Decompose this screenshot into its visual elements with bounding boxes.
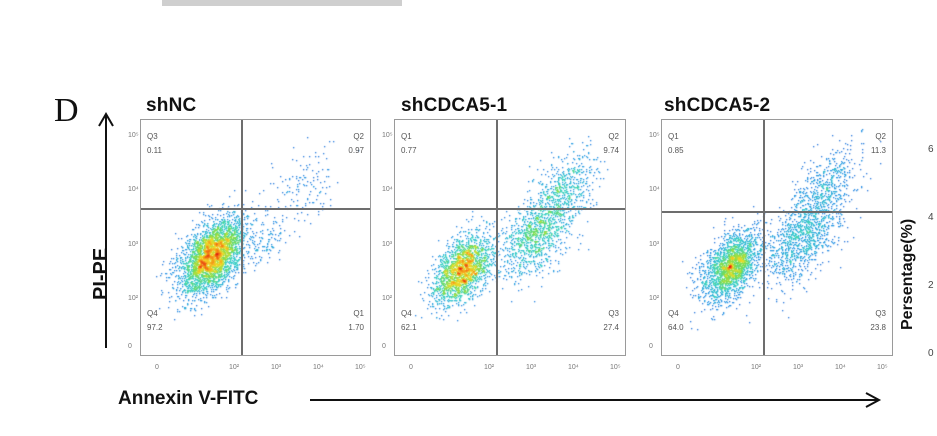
x-tick-label: 10³ [271, 364, 282, 371]
x-tick-label: 10³ [793, 364, 804, 371]
panel-label: D [54, 92, 79, 129]
x-tick-label: 10⁴ [835, 364, 846, 371]
quadrant-gate-horizontal [395, 208, 625, 210]
x-tick-label: 10² [229, 364, 240, 371]
y-tick-label: 10⁴ [649, 186, 660, 193]
y-tick-label: 0 [649, 343, 653, 350]
cropped-top-text [162, 0, 402, 6]
y-tick-label: 0 [382, 343, 386, 350]
quadrant-value: 0.85 [668, 146, 684, 155]
quadrant-value: 9.74 [603, 146, 619, 155]
flow-plot-shcdca5-1: Q1 0.77 Q2 9.74 Q4 62.1 Q3 27.4 [394, 119, 626, 356]
quadrant-value: 11.3 [871, 146, 886, 155]
quadrant-gate-vertical [496, 120, 498, 355]
y-tick-label: 10³ [649, 241, 660, 248]
x-tick-label: 0 [676, 364, 680, 371]
y-tick-label: 10⁴ [128, 186, 139, 193]
y-tick-label: 10³ [382, 241, 393, 248]
x-axis-title: Annexin V-FITC [118, 388, 259, 409]
y-tick-label: 0 [128, 343, 132, 350]
x-tick-label: 10² [751, 364, 762, 371]
right-tick: 0 [928, 348, 934, 359]
quadrant-label: Q1 [353, 309, 364, 318]
y-axis-title: PI-PE [90, 247, 112, 300]
quadrant-value: 64.0 [668, 323, 684, 332]
quadrant-value: 27.4 [603, 323, 619, 332]
x-tick-label: 0 [409, 364, 413, 371]
x-axis-arrow [310, 392, 882, 408]
x-tick-label: 10⁵ [355, 364, 366, 371]
quadrant-label: Q3 [147, 132, 158, 141]
x-tick-label: 10⁴ [313, 364, 324, 371]
quadrant-value: 23.8 [870, 323, 886, 332]
right-axis-title: Persentage(%) [899, 218, 916, 330]
quadrant-gate-horizontal [662, 211, 892, 213]
quadrant-value: 62.1 [401, 323, 417, 332]
right-tick: 6 [928, 144, 934, 155]
quadrant-value: 97.2 [147, 323, 163, 332]
flow-plot-shcdca5-2: Q1 0.85 Q2 11.3 Q4 64.0 Q3 23.8 [661, 119, 893, 356]
right-tick: 2 [928, 280, 934, 291]
panel-title-shcdca5-2: shCDCA5-2 [664, 95, 771, 116]
quadrant-label: Q2 [608, 132, 619, 141]
y-tick-label: 10⁴ [382, 186, 393, 193]
y-axis-arrow [98, 112, 114, 348]
quadrant-gate-vertical [241, 120, 243, 355]
x-tick-label: 10² [484, 364, 495, 371]
panel-title-shcdca5-1: shCDCA5-1 [401, 95, 508, 116]
quadrant-label: Q1 [668, 132, 679, 141]
x-tick-label: 0 [155, 364, 159, 371]
quadrant-label: Q4 [668, 309, 679, 318]
y-tick-label: 10² [128, 295, 139, 302]
quadrant-value: 1.70 [348, 323, 364, 332]
y-tick-label: 10⁵ [649, 132, 660, 139]
panel-title-shnc: shNC [146, 95, 197, 116]
y-tick-label: 10² [382, 295, 393, 302]
quadrant-value: 0.11 [147, 146, 162, 155]
quadrant-label: Q2 [875, 132, 886, 141]
quadrant-label: Q3 [875, 309, 886, 318]
dot-density-shnc [141, 120, 370, 355]
quadrant-gate-vertical [763, 120, 765, 355]
dot-density-shcdca5-2 [662, 120, 892, 355]
y-tick-label: 10³ [128, 241, 139, 248]
quadrant-value: 0.97 [348, 146, 364, 155]
y-tick-label: 10⁵ [382, 132, 393, 139]
dot-density-shcdca5-1 [395, 120, 625, 355]
x-tick-label: 10⁴ [568, 364, 579, 371]
y-tick-label: 10⁵ [128, 132, 139, 139]
quadrant-value: 0.77 [401, 146, 417, 155]
flow-plot-shnc: Q3 0.11 Q2 0.97 Q4 97.2 Q1 1.70 [140, 119, 371, 356]
quadrant-label: Q3 [608, 309, 619, 318]
quadrant-label: Q4 [401, 309, 412, 318]
y-tick-label: 10² [649, 295, 660, 302]
quadrant-label: Q4 [147, 309, 158, 318]
quadrant-label: Q1 [401, 132, 412, 141]
quadrant-gate-horizontal [141, 208, 370, 210]
x-tick-label: 10⁵ [610, 364, 621, 371]
x-tick-label: 10³ [526, 364, 537, 371]
quadrant-label: Q2 [353, 132, 364, 141]
right-tick: 4 [928, 212, 934, 223]
x-tick-label: 10⁵ [877, 364, 888, 371]
